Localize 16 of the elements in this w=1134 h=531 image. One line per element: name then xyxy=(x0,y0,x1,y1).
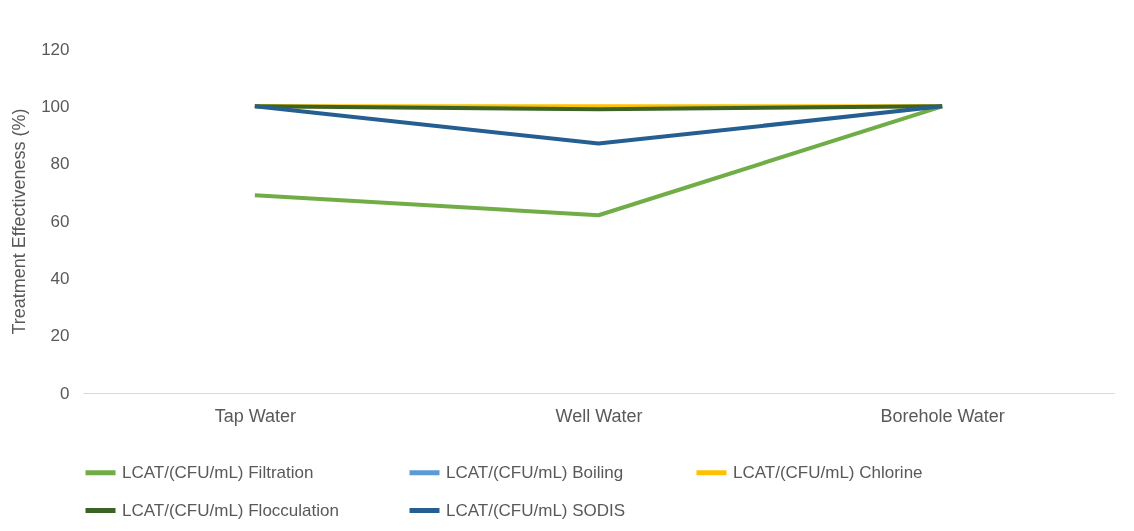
legend-label: LCAT/(CFU/mL) Boiling xyxy=(446,462,624,482)
x-tick-label: Well Water xyxy=(555,405,643,426)
x-tick-label: Tap Water xyxy=(214,405,297,426)
y-tick-label: 40 xyxy=(50,268,70,288)
y-tick-label: 20 xyxy=(50,326,70,346)
y-tick-label: 120 xyxy=(41,39,70,59)
legend-label: LCAT/(CFU/mL) Chlorine xyxy=(733,462,923,482)
x-tick-label: Borehole Water xyxy=(880,405,1005,426)
y-tick-label: 100 xyxy=(41,96,70,116)
legend-label: LCAT/(CFU/mL) SODIS xyxy=(446,500,626,520)
y-tick-label: 0 xyxy=(60,383,70,403)
legend-label: LCAT/(CFU/mL) Flocculation xyxy=(122,500,339,520)
y-tick-label: 80 xyxy=(50,154,70,174)
y-tick-label: 60 xyxy=(50,211,70,231)
y-axis-title: Treatment Effectiveness (%) xyxy=(9,108,30,335)
legend-label: LCAT/(CFU/mL) Filtration xyxy=(122,462,314,482)
